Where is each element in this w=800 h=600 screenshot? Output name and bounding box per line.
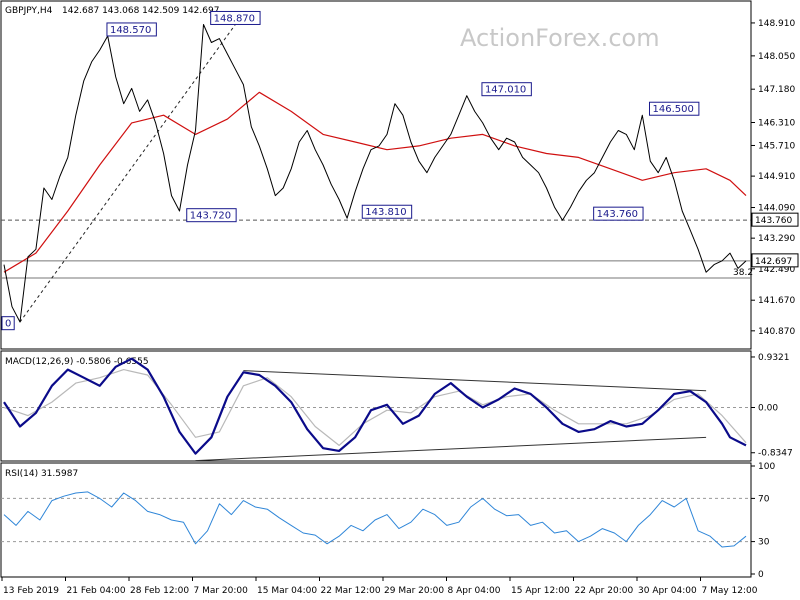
ema-line xyxy=(3,91,747,273)
price-y-tick-label-1: 148.050 xyxy=(758,52,795,62)
annotation-label-7: 0 xyxy=(5,319,11,330)
annotation-box-1 xyxy=(210,10,261,25)
macd-title: MACD(12,26,9) -0.5806 -0.6555 xyxy=(5,357,149,367)
annotation-box-5 xyxy=(593,206,644,221)
x-tick-label-3: 7 Mar 20:00 xyxy=(194,586,249,596)
x-tick-label-8: 15 Apr 12:00 xyxy=(511,586,570,596)
price-y-tick-label-8: 142.490 xyxy=(758,265,795,275)
macd-trendline-0 xyxy=(243,370,707,392)
annotation-box-2 xyxy=(186,208,237,223)
x-tick-label-9: 22 Apr 20:00 xyxy=(575,586,634,596)
x-tick-label-2: 28 Feb 12:00 xyxy=(130,586,189,596)
annotation-label-2: 143.720 xyxy=(190,211,231,222)
x-tick-label-0: 13 Feb 2019 xyxy=(3,586,59,596)
macd-panel-frame xyxy=(0,350,752,462)
x-tick-label-6: 29 Mar 20:00 xyxy=(384,586,444,596)
annotation-label-0: 148.570 xyxy=(110,25,151,36)
price-y-tick-label-0: 148.910 xyxy=(758,19,795,29)
annotation-label-3: 143.810 xyxy=(365,207,406,218)
macd-y-tick-label-2: -0.8347 xyxy=(758,449,793,459)
x-tick-label-10: 30 Apr 04:00 xyxy=(638,586,697,596)
macd-signal-line xyxy=(3,369,747,446)
macd-line xyxy=(3,357,747,455)
annotation-box-7 xyxy=(1,316,15,331)
price-level-box-1 xyxy=(751,253,799,268)
x-tick-label-1: 21 Feb 04:00 xyxy=(67,586,126,596)
x-tick-label-4: 15 Mar 04:00 xyxy=(257,586,317,596)
annotation-box-6 xyxy=(648,101,700,116)
annotation-layer: 148.570 148.870 143.720 143.810 147.010 143.7… xyxy=(1,10,753,331)
rsi-y-tick-label-1: 70 xyxy=(758,494,770,504)
panel-frames xyxy=(0,0,752,578)
rsi-title: RSI(14) 31.5987 xyxy=(5,469,78,479)
symbol-label: GBPJPY,H4 xyxy=(5,6,53,16)
price-y-tick-label-7: 143.290 xyxy=(758,234,795,244)
annotation-box-3 xyxy=(361,204,413,219)
price-line xyxy=(3,24,747,323)
rsi-y-tick-label-0: 100 xyxy=(758,462,775,472)
fib-label: 38.2 xyxy=(733,268,753,278)
rsi-line xyxy=(3,491,747,548)
price-y-tick-label-2: 147.180 xyxy=(758,85,795,95)
annotation-box-4 xyxy=(481,82,532,97)
annotation-label-1: 148.870 xyxy=(214,13,255,24)
annotation-box-0 xyxy=(106,22,157,37)
x-tick-label-7: 8 Apr 04:00 xyxy=(448,586,501,596)
price-y-tick-label-6: 144.090 xyxy=(758,204,795,214)
annotation-label-6: 146.500 xyxy=(652,104,693,115)
price-y-tick-label-3: 146.310 xyxy=(758,119,795,129)
axis-layer: 148.910 148.050 147.180 146.310 145.710 144.9… xyxy=(1,19,799,596)
price-y-tick-label-4: 145.710 xyxy=(758,141,795,151)
rsi-y-tick-label-2: 30 xyxy=(758,538,770,548)
price-level-label-1: 142.697 xyxy=(755,257,792,267)
watermark: ActionForex.com xyxy=(460,24,660,52)
macd-trendline-1 xyxy=(195,436,707,462)
price-panel-frame xyxy=(0,0,752,350)
annotation-label-4: 147.010 xyxy=(485,85,526,96)
rsi-y-tick-label-3: 0 xyxy=(758,570,764,580)
series-layer xyxy=(3,24,747,548)
macd-y-tick-label-1: 0.00 xyxy=(758,404,778,414)
macd-y-tick-label-0: 0.9321 xyxy=(758,353,790,363)
price-y-tick-label-5: 144.910 xyxy=(758,172,795,182)
x-tick-label-5: 22 Mar 12:00 xyxy=(321,586,381,596)
annotation-label-5: 143.760 xyxy=(597,209,638,220)
ohlc-readout: 142.687 143.068 142.509 142.697 xyxy=(62,6,219,16)
price-y-tick-label-10: 140.870 xyxy=(758,327,795,337)
price-y-tick-label-9: 141.670 xyxy=(758,296,795,306)
price-level-label-0: 143.760 xyxy=(755,216,792,226)
price-level-box-0 xyxy=(751,212,799,227)
x-tick-label-11: 7 May 12:00 xyxy=(702,586,758,596)
